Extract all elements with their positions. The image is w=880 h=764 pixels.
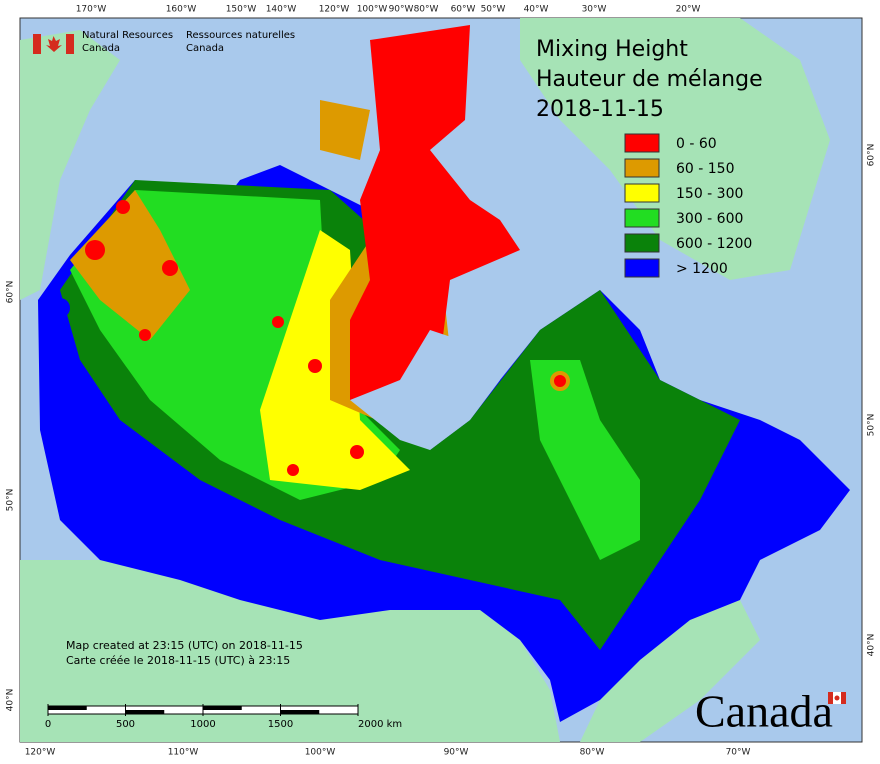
header-en: Natural Resources [82, 30, 173, 41]
legend-label: 150 - 300 [676, 186, 743, 202]
longitude-label: 170°W [76, 5, 107, 15]
header-fr: Ressources naturelles [186, 30, 295, 41]
latitude-label: 40°N [6, 689, 16, 712]
wordmark: Canada [695, 686, 833, 737]
scale-label: 2000 km [358, 719, 402, 730]
longitude-label: 80°W [414, 5, 439, 15]
longitude-label: 110°W [168, 748, 199, 758]
canada-zones [38, 25, 850, 722]
longitude-label: 80°W [580, 748, 605, 758]
scale-label: 0 [45, 719, 51, 730]
longitude-label: 70°W [726, 748, 751, 758]
longitude-label: 140°W [266, 5, 297, 15]
foreign-land [20, 18, 830, 742]
longitude-label: 20°W [676, 5, 701, 15]
longitude-label: 90°W [389, 5, 414, 15]
longitude-label: 60°W [451, 5, 476, 15]
scale-bar: 0 500 1000 1500 2000 km [45, 704, 402, 730]
legend-label: 300 - 600 [676, 211, 743, 227]
scale-label: 1000 [190, 719, 215, 730]
title: Hauteur de mélange [536, 67, 763, 92]
header-en: Canada [82, 43, 120, 54]
note: Map created at 23:15 (UTC) on 2018-11-15 [66, 639, 303, 652]
title-date: 2018-11-15 [536, 97, 664, 122]
latitude-label: 40°N [867, 634, 877, 657]
legend-swatch [624, 183, 660, 203]
legend-swatch [624, 158, 660, 178]
latitude-label: 60°N [867, 144, 877, 167]
longitude-label: 30°W [582, 5, 607, 15]
note: Carte créée le 2018-11-15 (UTC) à 23:15 [66, 654, 290, 667]
legend-swatch [624, 133, 660, 153]
latitude-label: 50°N [6, 489, 16, 512]
title: Mixing Height [536, 37, 688, 62]
longitude-label: 40°W [524, 5, 549, 15]
longitude-label: 160°W [166, 5, 197, 15]
wordmark-flag [828, 692, 846, 704]
legend-label: 60 - 150 [676, 161, 735, 177]
scale-segment [125, 710, 165, 714]
legend-swatch [624, 233, 660, 253]
legend-label: > 1200 [676, 261, 728, 277]
nrcan-signature [33, 34, 74, 54]
scale-segment [48, 706, 87, 710]
legend-label: 0 - 60 [676, 136, 717, 152]
scale-segment [203, 706, 242, 710]
legend-label: 600 - 1200 [676, 236, 752, 252]
scale-label: 1500 [268, 719, 293, 730]
longitude-label: 100°W [305, 748, 336, 758]
latitude-label: 50°N [867, 414, 877, 437]
latitude-label: 60°N [6, 281, 16, 304]
longitude-label: 150°W [226, 5, 257, 15]
longitude-label: 120°W [25, 748, 56, 758]
longitude-label: 90°W [444, 748, 469, 758]
legend-swatch [624, 258, 660, 278]
legend-swatch [624, 208, 660, 228]
scale-segment [280, 710, 320, 714]
longitude-label: 50°W [481, 5, 506, 15]
scale-label: 500 [116, 719, 135, 730]
longitude-label: 120°W [319, 5, 350, 15]
header-fr: Canada [186, 43, 224, 54]
longitude-label: 100°W [357, 5, 388, 15]
